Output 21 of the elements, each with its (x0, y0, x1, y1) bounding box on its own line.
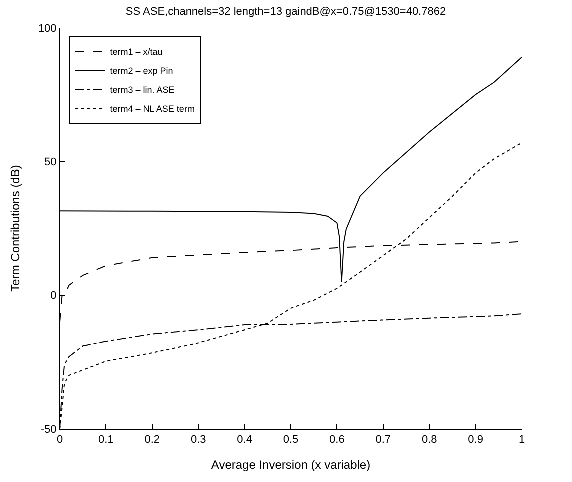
chart-title: SS ASE,channels=32 length=13 gaindB@x=0.75@1530=40.7862 (126, 6, 446, 18)
legend-label: term2 – exp Pin (110, 66, 174, 76)
y-tick-label: -50 (40, 424, 57, 436)
legend-label: term1 – x/tau (110, 47, 163, 58)
x-tick-label: 0.3 (190, 434, 206, 446)
x-tick-label: 0.1 (98, 434, 114, 446)
x-tick-label: 0.2 (144, 434, 160, 446)
x-tick-label: 0.7 (376, 434, 392, 446)
y-tick-label: 50 (44, 156, 57, 169)
legend-label: term3 – lin. ASE (110, 85, 175, 96)
y-tick-label: 0 (50, 290, 57, 302)
legend-label: term4 – NL ASE term (110, 104, 195, 114)
x-tick-label: 0.8 (422, 434, 438, 446)
x-tick-label: 1 (518, 434, 526, 446)
x-tick-label: 0.5 (283, 434, 299, 446)
y-axis-title: Term Contributions (dB) (8, 165, 23, 292)
x-tick-label: 0.4 (237, 434, 252, 446)
x-axis-title: Average Inversion (x variable) (211, 458, 371, 472)
y-tick-label: 100 (38, 22, 57, 35)
x-tick-label: 0.9 (468, 434, 484, 446)
x-tick-label: 0.6 (330, 434, 345, 446)
